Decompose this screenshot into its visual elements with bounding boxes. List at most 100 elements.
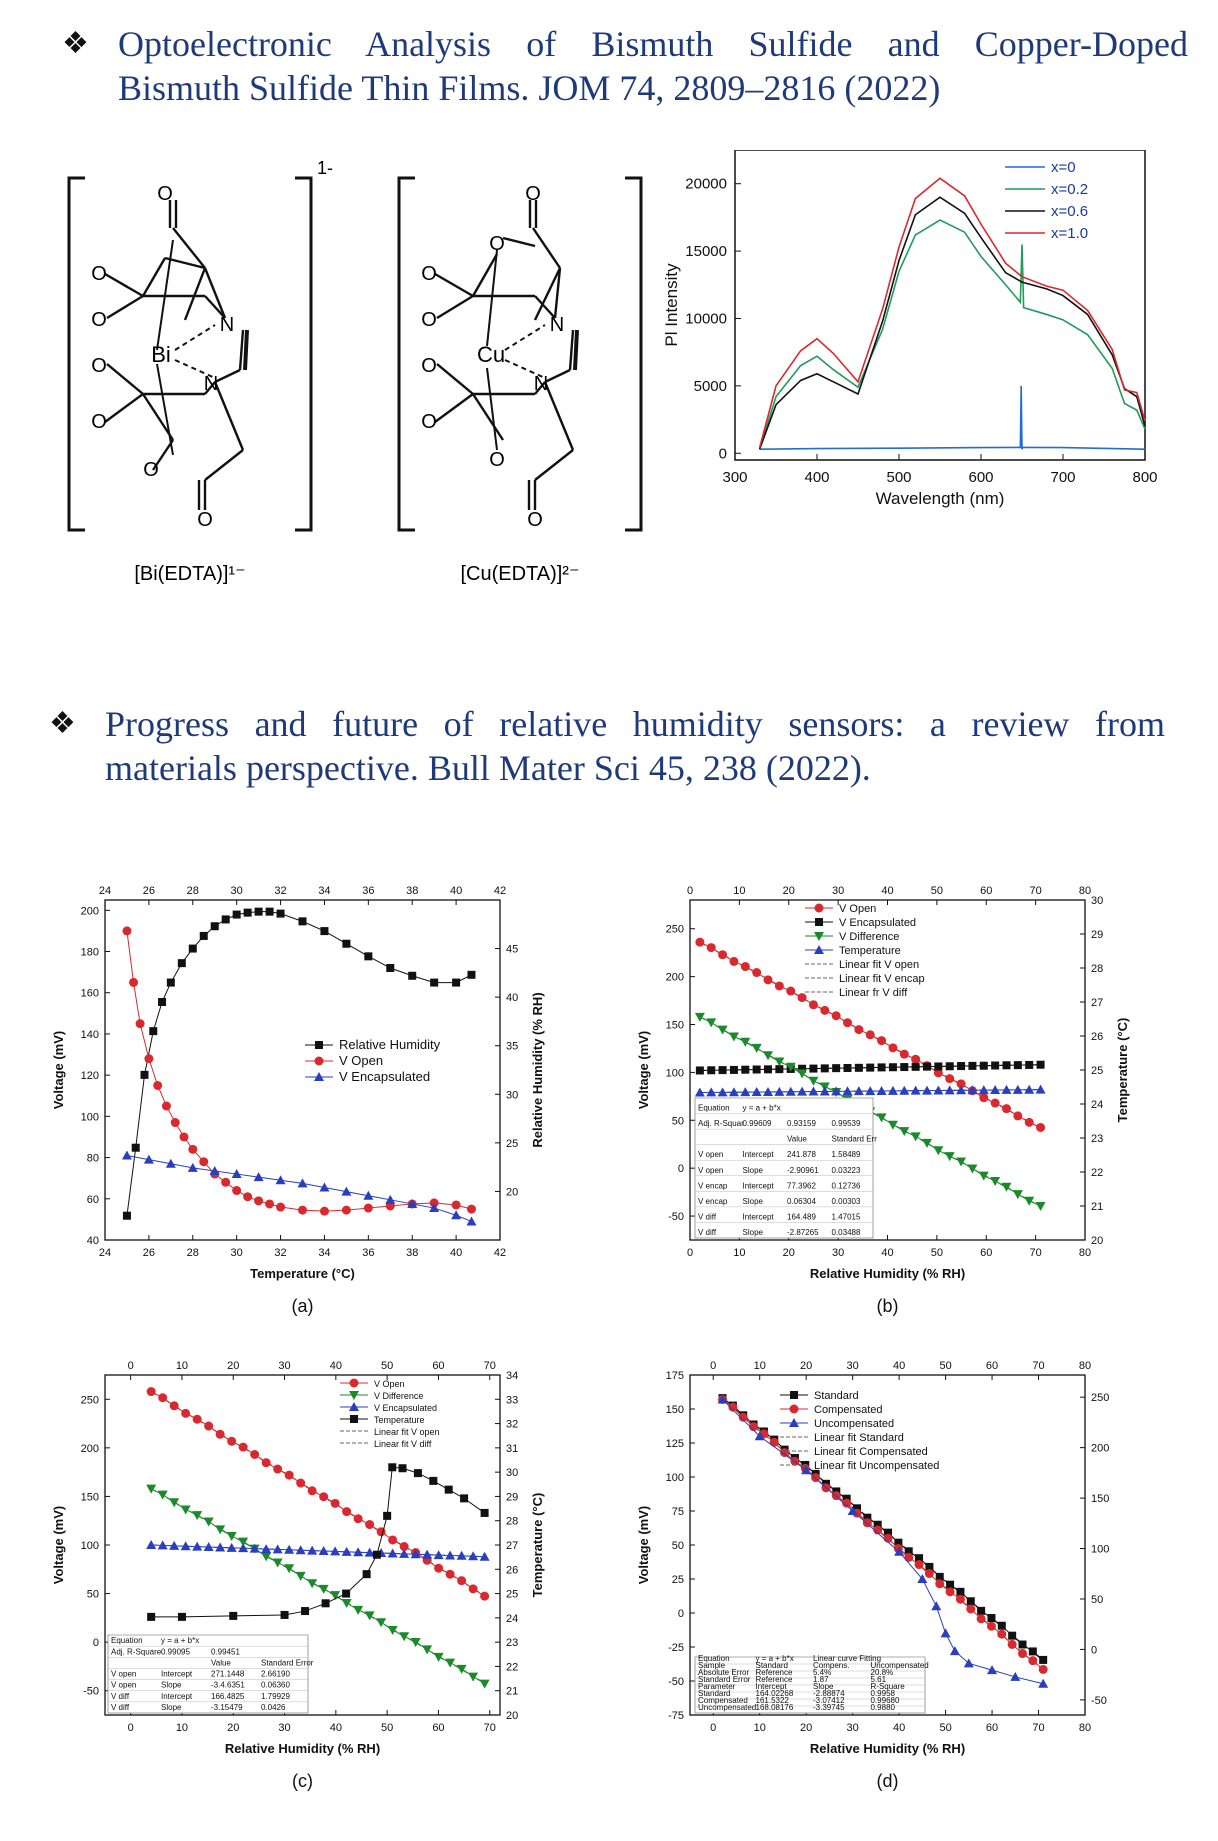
data-point (387, 1548, 398, 1558)
data-point (179, 1132, 189, 1142)
y-tick-label: 150 (666, 1020, 684, 1032)
data-point (1008, 1631, 1017, 1640)
legend-label: Standard (814, 1390, 859, 1402)
x-tick-label: 60 (980, 1247, 992, 1259)
data-point (430, 978, 439, 987)
data-point (319, 1182, 330, 1192)
data-point (774, 1086, 785, 1096)
data-point (808, 1000, 818, 1010)
reference-heading-1-line1: Optoelectronic Analysis of Bismuth Sulfi… (118, 24, 1188, 64)
data-point (695, 937, 705, 947)
data-point (445, 1658, 456, 1668)
atom-o: O (91, 309, 107, 331)
table-cell: Standard Error (698, 1675, 751, 1684)
data-point (275, 1175, 286, 1185)
data-point (1013, 1111, 1023, 1121)
data-point (199, 931, 208, 940)
x-tick-label: 300 (722, 469, 747, 486)
data-point (956, 1085, 967, 1095)
data-point (284, 1470, 294, 1480)
table-cell: V open (111, 1670, 136, 1679)
data-point (843, 1018, 853, 1028)
data-point (122, 1211, 131, 1220)
legend-marker (314, 1072, 324, 1081)
data-point (445, 1569, 455, 1579)
y2-tick-label: 29 (1091, 929, 1103, 941)
x-tick-label: 400 (804, 469, 829, 486)
data-point (797, 1086, 808, 1096)
y-tick-label: 200 (81, 905, 99, 917)
table-cell: Equation (111, 1636, 143, 1645)
x-tick-label: 60 (432, 1722, 444, 1734)
data-point (888, 1043, 898, 1053)
data-point (140, 1070, 149, 1079)
x-tick-label: 0 (687, 1247, 693, 1259)
data-point (911, 1054, 921, 1064)
data-point (899, 1049, 909, 1059)
legend-marker (814, 945, 824, 954)
table-cell: V encap (698, 1181, 728, 1190)
atom-o: O (421, 411, 437, 433)
data-point (945, 1062, 954, 1071)
data-point (147, 1612, 156, 1621)
table-cell: 77.3962 (787, 1181, 816, 1190)
y2-tick-label: 23 (1091, 1133, 1103, 1145)
x-tick-label-top: 42 (494, 885, 506, 897)
table-cell: Slope (161, 1703, 182, 1712)
data-point (249, 1543, 260, 1553)
data-point (479, 1679, 490, 1689)
data-point (388, 1535, 398, 1545)
y-tick-label: 100 (666, 1472, 684, 1484)
y2-tick-label: -50 (1091, 1695, 1107, 1707)
y2-tick-label: 27 (506, 1540, 518, 1552)
data-point (990, 1085, 1001, 1095)
data-point (272, 1558, 283, 1568)
x-tick-label-top: 30 (847, 1360, 859, 1372)
data-point (956, 1079, 966, 1089)
data-point (445, 1550, 456, 1560)
table-cell: Slope (161, 1681, 182, 1690)
data-point (456, 1664, 467, 1674)
y2-tick-label: 28 (506, 1516, 518, 1528)
data-point (146, 1484, 157, 1494)
data-point (273, 1464, 283, 1474)
data-point (819, 1086, 830, 1096)
data-point (238, 1543, 249, 1553)
x-tick-label: 800 (1132, 469, 1157, 486)
table-cell: 0.99609 (743, 1119, 772, 1128)
table-cell: Uncompensated (698, 1703, 756, 1712)
table-cell: V diff (111, 1703, 130, 1712)
data-point (914, 1560, 924, 1570)
table-cell: Parameter (698, 1682, 736, 1691)
data-point (894, 1538, 903, 1547)
data-point (203, 1541, 214, 1551)
data-point (801, 1465, 812, 1475)
data-point (376, 1618, 387, 1628)
data-point (785, 1062, 796, 1072)
x-tick-label: 50 (381, 1722, 393, 1734)
x-tick-label-top: 38 (406, 885, 418, 897)
table-cell: -2.88874 (813, 1689, 845, 1698)
data-point (192, 1541, 203, 1551)
data-point (341, 1186, 352, 1196)
data-point (284, 1564, 295, 1574)
series-Relative Humidity (122, 907, 476, 1220)
data-point (479, 1551, 490, 1561)
x-tick-label-top: 50 (381, 1360, 393, 1372)
reference-heading-2-line2: materials perspective. Bull Mater Sci 45… (105, 748, 871, 788)
data-point (853, 1086, 864, 1096)
data-point (769, 1437, 779, 1447)
data-point (717, 1025, 728, 1035)
plot-frame (734, 150, 1146, 461)
data-point (158, 1393, 168, 1403)
data-point (203, 1517, 214, 1527)
data-point (728, 1087, 739, 1097)
data-point (740, 1087, 751, 1097)
legend-marker (315, 1041, 323, 1049)
data-point (1024, 1117, 1034, 1127)
data-point (320, 927, 329, 936)
data-point (832, 1064, 841, 1073)
x-tick-label-top: 50 (931, 885, 943, 897)
table-cell: 5.61 (871, 1675, 887, 1684)
legend-label: Linear fit V open (839, 959, 919, 971)
